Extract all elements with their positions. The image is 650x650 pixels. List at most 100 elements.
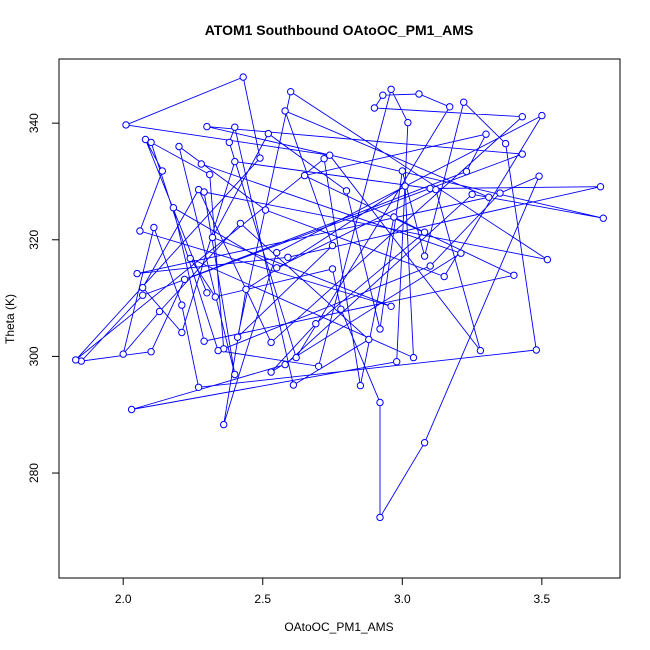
data-point xyxy=(426,262,434,270)
data-point xyxy=(518,150,526,158)
data-point xyxy=(150,223,158,232)
data-point xyxy=(365,335,373,344)
data-point xyxy=(440,272,448,281)
data-point xyxy=(376,398,384,407)
data-point xyxy=(180,275,189,284)
data-point xyxy=(147,138,155,147)
y-axis-label: Theta (K) xyxy=(3,294,17,344)
data-point xyxy=(203,289,211,297)
data-point xyxy=(133,269,141,278)
data-point xyxy=(312,320,320,328)
data-point xyxy=(200,337,208,345)
data-point xyxy=(267,338,275,347)
data-point xyxy=(158,167,167,175)
data-point xyxy=(326,151,334,159)
data-point xyxy=(328,265,337,273)
data-point xyxy=(261,206,270,214)
data-point xyxy=(398,167,406,175)
data-point xyxy=(342,187,351,195)
data-point xyxy=(178,301,186,309)
data-point xyxy=(401,182,409,190)
data-point xyxy=(178,328,186,337)
data-point xyxy=(264,129,272,138)
data-point xyxy=(300,171,309,180)
data-point xyxy=(175,142,183,151)
data-point xyxy=(468,190,476,199)
y-tick-label: 340 xyxy=(27,113,41,133)
data-point xyxy=(432,185,440,194)
series-line xyxy=(75,76,604,520)
data-point xyxy=(186,254,194,263)
data-point xyxy=(239,73,247,81)
x-tick-label: 2.5 xyxy=(254,592,271,606)
data-point xyxy=(409,353,418,362)
data-point xyxy=(460,98,468,106)
data-point xyxy=(203,122,211,131)
data-point xyxy=(356,381,365,390)
data-point xyxy=(476,346,485,355)
data-point xyxy=(596,183,605,191)
data-point xyxy=(387,85,395,94)
data-series xyxy=(72,73,607,522)
data-point xyxy=(231,370,239,379)
x-tick-label: 3.5 xyxy=(534,592,551,606)
data-point xyxy=(496,189,504,197)
data-point xyxy=(462,167,471,176)
data-point xyxy=(169,204,178,212)
data-point xyxy=(233,333,242,341)
data-point xyxy=(273,264,281,272)
data-point xyxy=(119,350,127,358)
data-point xyxy=(127,405,136,414)
data-point xyxy=(214,346,222,355)
x-axis: 2.0 2.5 3.0 3.5 xyxy=(115,577,551,606)
x-axis-label: OAtoOC_PM1_AMS xyxy=(284,620,393,634)
data-point xyxy=(136,227,144,235)
data-point xyxy=(225,138,234,147)
y-tick-label: 300 xyxy=(27,346,41,366)
data-point xyxy=(599,214,607,222)
data-point xyxy=(287,88,295,96)
data-point xyxy=(376,513,384,522)
data-point xyxy=(197,160,206,168)
data-point xyxy=(446,103,454,111)
data-point xyxy=(518,113,526,121)
data-point xyxy=(284,253,292,261)
data-point xyxy=(231,157,239,166)
x-tick-label: 2.0 xyxy=(115,592,132,606)
data-point xyxy=(139,291,147,299)
data-point xyxy=(122,121,130,129)
y-tick-label: 320 xyxy=(27,229,41,249)
x-tick-label: 3.0 xyxy=(394,592,411,606)
data-point xyxy=(208,233,217,242)
data-point xyxy=(379,91,387,99)
data-point xyxy=(289,381,298,389)
data-point xyxy=(328,241,337,250)
data-point xyxy=(457,249,465,257)
data-point xyxy=(320,155,328,163)
data-point xyxy=(139,283,147,292)
data-point xyxy=(273,248,281,257)
data-point xyxy=(510,271,518,279)
data-point xyxy=(543,255,552,264)
data-point xyxy=(387,302,395,310)
data-point xyxy=(482,130,490,138)
data-point xyxy=(535,172,543,180)
data-point xyxy=(200,188,208,196)
data-point xyxy=(281,360,289,369)
data-point xyxy=(281,107,289,115)
data-point xyxy=(220,420,228,429)
data-point xyxy=(420,252,429,260)
data-point xyxy=(390,213,398,221)
data-point xyxy=(420,228,429,236)
data-point xyxy=(337,305,345,313)
chart-title: ATOM1 Southbound OAtoOC_PM1_AMS xyxy=(205,22,474,38)
data-point xyxy=(194,383,203,391)
data-point xyxy=(211,293,220,301)
data-point xyxy=(404,118,412,127)
y-axis: 280 300 320 340 xyxy=(27,113,60,483)
data-point xyxy=(292,353,300,362)
data-point xyxy=(147,348,155,356)
y-tick-label: 280 xyxy=(27,463,41,483)
data-point xyxy=(206,170,214,179)
